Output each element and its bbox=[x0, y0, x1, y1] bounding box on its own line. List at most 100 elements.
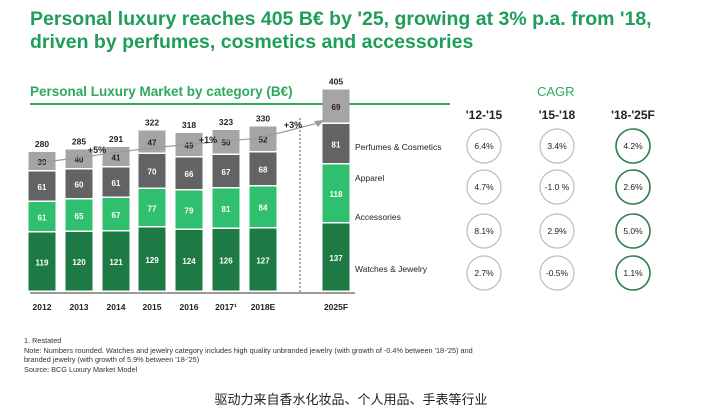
cagr-circle bbox=[539, 128, 575, 164]
bar-segment-watches bbox=[28, 232, 56, 291]
x-tick-label: 2014 bbox=[107, 302, 126, 312]
bar-total-label: 322 bbox=[145, 118, 159, 128]
x-tick-label: 2013 bbox=[70, 302, 89, 312]
cagr-circle bbox=[615, 255, 651, 291]
bar-segment-accessories bbox=[138, 189, 166, 226]
bar-segment-accessories bbox=[28, 202, 56, 231]
bar-value-label: 124 bbox=[182, 257, 196, 266]
bar-total-label: 318 bbox=[182, 120, 196, 130]
cagr-value: 1.1% bbox=[623, 268, 643, 278]
cagr-value: -1.0 % bbox=[545, 182, 570, 192]
cagr-circle bbox=[615, 213, 651, 249]
bar-segment-watches bbox=[212, 229, 240, 291]
bar-segment-accessories bbox=[65, 199, 93, 231]
bar-value-label: 65 bbox=[75, 212, 84, 221]
bar-segment-accessories bbox=[102, 198, 130, 230]
x-tick-label: 2012 bbox=[33, 302, 52, 312]
bar-segment-apparel bbox=[65, 169, 93, 198]
bar-segment-watches bbox=[322, 223, 350, 291]
arrowhead-icon bbox=[314, 120, 324, 127]
bar-value-label: 70 bbox=[148, 168, 157, 177]
bar-value-label: 79 bbox=[185, 206, 194, 215]
bar-segment-apparel bbox=[102, 167, 130, 197]
footnotes: 1. Restated Note: Numbers rounded. Watch… bbox=[24, 336, 584, 374]
cagr-circle bbox=[615, 128, 651, 164]
bar-value-label: 67 bbox=[222, 168, 231, 177]
bar-total-label: 323 bbox=[219, 117, 233, 127]
bar-value-label: 50 bbox=[222, 139, 231, 148]
cagr-value: 5.0% bbox=[623, 226, 643, 236]
bar-value-label: 84 bbox=[259, 204, 268, 213]
bar-value-label: 68 bbox=[259, 166, 268, 175]
legend-label: Accessories bbox=[355, 212, 401, 222]
cagr-value: 2.7% bbox=[474, 268, 494, 278]
bar-segment-apparel bbox=[175, 157, 203, 189]
legend-label: Apparel bbox=[355, 173, 384, 183]
bar-total-label: 330 bbox=[256, 114, 270, 124]
bar-total-label: 291 bbox=[109, 134, 123, 144]
bar-value-label: 69 bbox=[332, 103, 341, 112]
bar-segment-watches bbox=[102, 231, 130, 291]
bar-value-label: 127 bbox=[256, 256, 270, 265]
slide-title: Personal luxury reaches 405 B€ by '25, g… bbox=[30, 8, 652, 53]
bar-value-label: 47 bbox=[148, 138, 157, 147]
cagr-circle bbox=[466, 128, 502, 164]
bar-segment-accessories bbox=[212, 188, 240, 228]
legend-label: Perfumes & Cosmetics bbox=[355, 142, 441, 152]
growth-annotation: +3% bbox=[284, 120, 302, 130]
bar-total-label: 285 bbox=[72, 137, 86, 147]
cagr-period-header: '15-'18 bbox=[539, 108, 576, 122]
bar-value-label: 61 bbox=[112, 179, 121, 188]
bar-value-label: 81 bbox=[222, 205, 231, 214]
bar-value-label: 60 bbox=[75, 181, 84, 190]
cagr-value: 2.6% bbox=[623, 182, 643, 192]
cagr-value: 2.9% bbox=[547, 226, 567, 236]
cagr-period-header: '18-'25F bbox=[611, 108, 655, 122]
cagr-circle bbox=[539, 213, 575, 249]
bar-value-label: 61 bbox=[38, 213, 47, 222]
bar-value-label: 52 bbox=[259, 136, 268, 145]
bar-value-label: 81 bbox=[332, 140, 341, 149]
bar-value-label: 66 bbox=[185, 170, 194, 179]
bar-value-label: 120 bbox=[72, 258, 86, 267]
bar-value-label: 40 bbox=[75, 156, 84, 165]
cagr-value: 3.4% bbox=[547, 141, 567, 151]
bar-segment-perfumes bbox=[212, 130, 240, 154]
cagr-circle bbox=[615, 169, 651, 205]
bar-segment-apparel bbox=[212, 155, 240, 187]
bar-segment-watches bbox=[249, 228, 277, 291]
cagr-value: 4.7% bbox=[474, 182, 494, 192]
caption: 驱动力来自香水化妆品、个人用品、手表等行业 bbox=[214, 393, 488, 408]
footnote-line: 1. Restated bbox=[24, 336, 62, 345]
x-tick-label: 2016 bbox=[180, 302, 199, 312]
cagr-circle bbox=[539, 255, 575, 291]
bar-value-label: 119 bbox=[36, 258, 49, 267]
legend-label: Watches & Jewelry bbox=[355, 264, 428, 274]
bar-segment-watches bbox=[138, 227, 166, 291]
bar-total-label: 405 bbox=[329, 77, 343, 87]
bar-value-label: 49 bbox=[185, 141, 194, 150]
bar-value-label: 41 bbox=[112, 153, 121, 162]
growth-trend-line bbox=[37, 122, 319, 164]
bar-segment-perfumes bbox=[65, 149, 93, 168]
bar-value-label: 61 bbox=[38, 183, 47, 192]
cagr-circle bbox=[466, 213, 502, 249]
cagr-heading: CAGR bbox=[537, 84, 575, 99]
cagr-circle bbox=[539, 169, 575, 205]
growth-annotation: +1% bbox=[199, 135, 217, 145]
bar-total-label: 280 bbox=[35, 139, 49, 149]
bar-segment-perfumes bbox=[322, 89, 350, 123]
bar-value-label: 67 bbox=[112, 211, 121, 220]
bar-segment-accessories bbox=[249, 186, 277, 227]
bar-segment-perfumes bbox=[28, 152, 56, 170]
cagr-period-header: '12-'15 bbox=[466, 108, 503, 122]
footnote-line: branded jewelry (with growth of 5.9% bet… bbox=[24, 355, 200, 365]
chart-subtitle: Personal Luxury Market by category (B€) bbox=[30, 84, 293, 99]
x-tick-label: 2015 bbox=[143, 302, 162, 312]
footnote-source: Source: BCG Luxury Market Model bbox=[24, 364, 138, 374]
bar-value-label: 126 bbox=[219, 257, 233, 266]
bar-value-label: 121 bbox=[109, 258, 123, 267]
x-tick-label: 2018E bbox=[251, 302, 276, 312]
cagr-value: 6.4% bbox=[474, 141, 494, 151]
